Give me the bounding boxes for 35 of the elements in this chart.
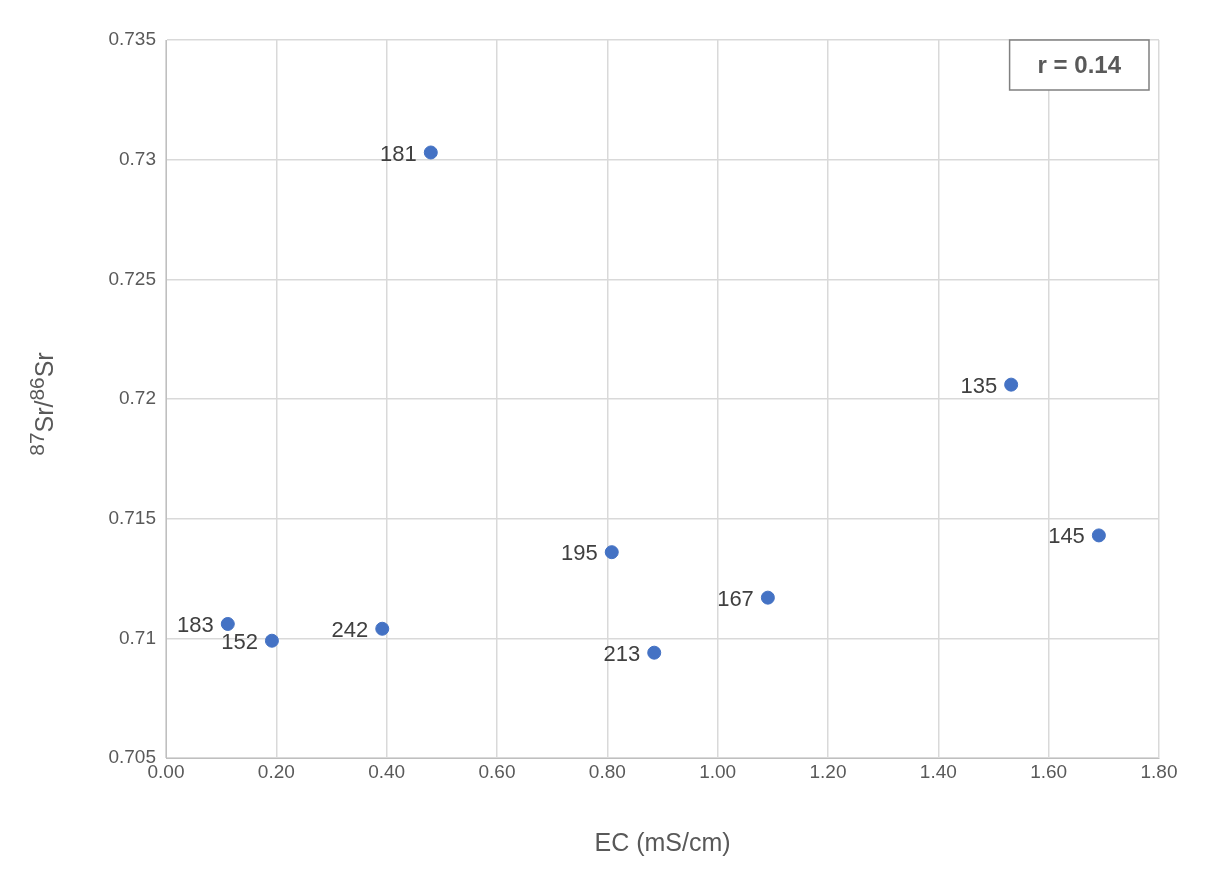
x-axis-title: EC (mS/cm): [594, 827, 731, 856]
point: [423, 145, 438, 160]
point: [760, 590, 775, 605]
point: [647, 645, 662, 660]
x-tick-label: 0.20: [257, 760, 295, 782]
annotation: 167: [717, 585, 754, 611]
x-tick-label: 1.80: [1140, 760, 1178, 782]
annotation: 152: [221, 628, 258, 654]
x-tick-label: 0.40: [368, 760, 406, 782]
y-tick-label: 0.73: [119, 147, 156, 169]
annotation: 213: [603, 640, 641, 666]
annotation: 181: [380, 140, 417, 166]
annotation: 183: [177, 612, 214, 638]
annotation: 145: [1048, 523, 1085, 549]
annotation: 242: [331, 616, 369, 642]
x-tick-label: 1.00: [699, 760, 737, 782]
x-tick-label: 1.20: [809, 760, 847, 782]
point: [220, 616, 235, 631]
y-tick-label: 0.715: [108, 506, 156, 528]
point: [264, 633, 279, 648]
annotation: 135: [960, 372, 998, 398]
y-tick-label: 0.725: [108, 267, 156, 289]
point: [1091, 528, 1106, 543]
point: [375, 621, 390, 636]
y-tick-label: 0.72: [119, 387, 156, 409]
annotation: r = 0.14: [1037, 50, 1122, 78]
point: [1004, 377, 1019, 392]
x-tick-label: 0.80: [588, 760, 626, 782]
point: [604, 545, 619, 560]
annotation: 195: [561, 540, 598, 566]
y-tick-label: 0.71: [119, 626, 156, 648]
x-tick-label: 1.60: [1030, 760, 1068, 782]
x-tick-label: 1.40: [919, 760, 957, 782]
x-tick-label: 0.60: [478, 760, 516, 782]
y-tick-label: 0.735: [108, 28, 156, 50]
